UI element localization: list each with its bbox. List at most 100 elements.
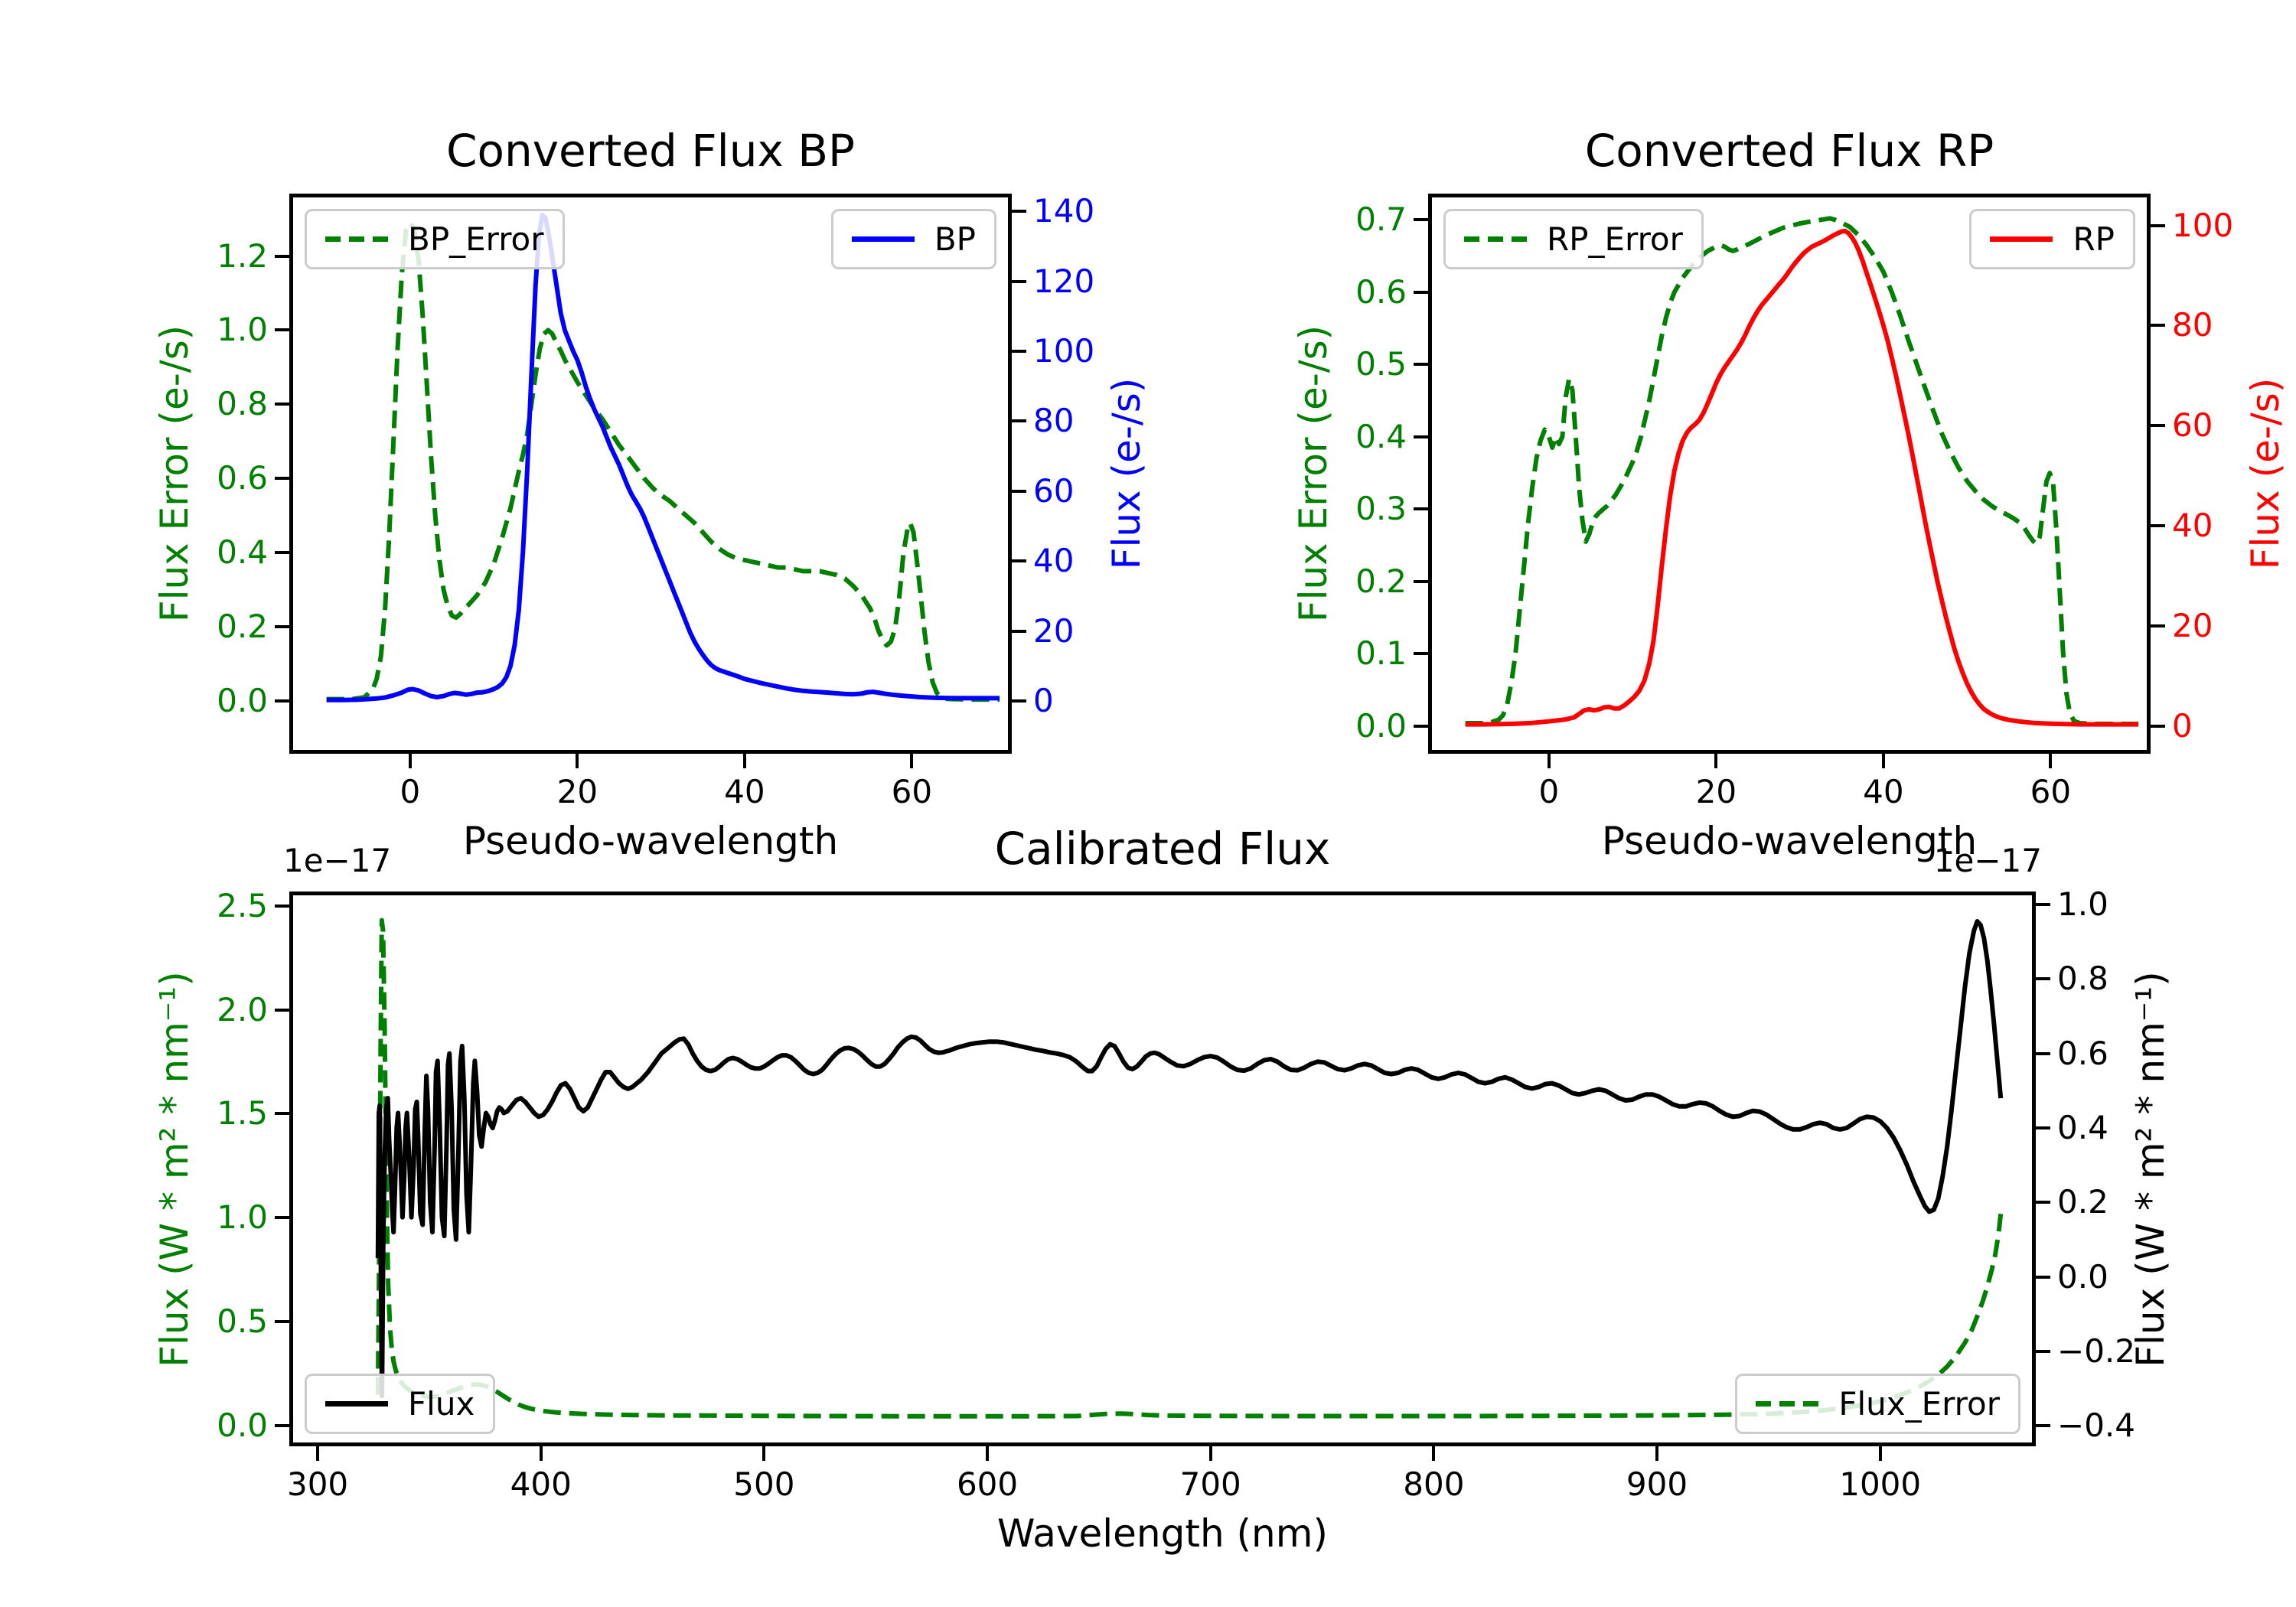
bp-y-tick-label-left: 1.2 <box>217 236 268 275</box>
cal-y-tick-mark-left <box>275 904 289 908</box>
series-line-RP_Error <box>1465 216 2139 726</box>
legend-flux-error-label: Flux_Error <box>1838 1385 2000 1423</box>
cal-x-tick-mark <box>1432 1446 1436 1461</box>
cal-chart-svg <box>375 918 2004 1419</box>
cal-y-tick-mark-left <box>275 1008 289 1012</box>
subplot-bp-ylabel-left: Flux Error (e-/s) <box>152 324 197 623</box>
rp-y-tick-mark-left <box>1414 507 1428 511</box>
bp-x-tick-label: 0 <box>400 773 421 810</box>
cal-x-tick-mark <box>986 1446 990 1461</box>
cal-x-tick-label: 600 <box>956 1465 1019 1503</box>
cal-x-tick-label: 1000 <box>1839 1465 1922 1503</box>
rp-y-tick-label-left: 0.0 <box>1355 706 1407 745</box>
legend-flux: Flux <box>305 1374 496 1434</box>
rp-x-tick-label: 20 <box>1695 773 1737 810</box>
cal-x-tick-mark <box>316 1446 320 1461</box>
rp-y-tick-mark-right <box>2151 624 2165 627</box>
bp-y-tick-mark-left <box>275 328 289 332</box>
rp-y-tick-label-right: 20 <box>2172 606 2213 644</box>
series-line-BP <box>326 212 1000 702</box>
rp-y-tick-label-left: 0.4 <box>1355 417 1407 455</box>
bp-y-tick-mark-right <box>1012 350 1026 354</box>
cal-y-tick-mark-right <box>2036 1349 2050 1353</box>
cal-y-tick-mark-right <box>2036 1275 2050 1279</box>
rp-y-tick-label-left: 0.5 <box>1355 345 1407 383</box>
bp-y-tick-label-right: 120 <box>1033 262 1095 300</box>
cal-x-tick-mark <box>1655 1446 1659 1461</box>
cal-y-tick-mark-right <box>2036 903 2050 907</box>
bp-y-tick-mark-left <box>275 477 289 481</box>
legend-bp-error: BP_Error <box>305 209 565 269</box>
rp-y-tick-mark-right <box>2151 724 2165 728</box>
subplot-calibrated-flux: Calibrated Flux 1e−17 1e−17 Flux (W * m²… <box>152 823 2173 1556</box>
cal-y-tick-mark-left <box>275 1112 289 1116</box>
bp-x-tick-mark <box>742 754 746 768</box>
bp-x-tick-mark <box>910 754 914 768</box>
subplot-cal-ylabel-right: Flux (W * m² * nm⁻¹) <box>2128 970 2173 1367</box>
cal-y-tick-label-right: 0.8 <box>2057 960 2108 998</box>
subplot-bp-title: Converted Flux BP <box>445 125 856 177</box>
subplot-cal-xlabel: Wavelength (nm) <box>997 1511 1328 1556</box>
bp-y-tick-mark-right <box>1012 559 1026 563</box>
cal-y-tick-label-left: 2.5 <box>217 886 268 924</box>
cal-y-tick-label-right: 0.4 <box>2057 1108 2108 1146</box>
rp-chart-svg <box>1465 216 2139 727</box>
bp-y-tick-label-right: 40 <box>1033 542 1075 580</box>
bp-x-tick-label: 40 <box>724 773 765 810</box>
rp-y-tick-mark-left <box>1414 435 1428 438</box>
cal-y-tick-label-right: 1.0 <box>2057 885 2108 924</box>
series-line-Flux <box>375 919 2004 1399</box>
rp-y-tick-label-left: 0.1 <box>1355 634 1407 673</box>
legend-rp-label: RP <box>2073 220 2115 258</box>
rp-solid-line-sample <box>1990 236 2053 242</box>
bp-y-tick-mark-left <box>275 254 289 258</box>
bp-y-tick-mark-left <box>275 551 289 555</box>
cal-x-tick-label: 500 <box>733 1465 795 1503</box>
cal-x-tick-label: 800 <box>1403 1465 1465 1503</box>
subplot-bp-xlabel: Pseudo-wavelength <box>462 819 839 863</box>
cal-x-tick-label: 400 <box>510 1465 572 1503</box>
cal-y-tick-label-right: 0.0 <box>2057 1257 2108 1296</box>
series-line-BP_Error <box>326 220 1000 702</box>
subplot-rp-title: Converted Flux RP <box>1584 125 1994 177</box>
cal-y-tick-mark-left <box>275 1320 289 1324</box>
cal-y-tick-label-left: 0.0 <box>217 1407 268 1445</box>
bp-y-tick-label-left: 0.8 <box>217 385 268 423</box>
cal-y-tick-label-left: 1.0 <box>217 1198 268 1237</box>
bp-y-tick-mark-left <box>275 625 289 629</box>
rp-x-tick-label: 60 <box>2030 773 2072 810</box>
subplot-rp-ylabel-right: Flux (e-/s) <box>2243 377 2288 570</box>
bp-error-dashed-line-sample <box>325 236 388 242</box>
series-line-Flux_Error <box>375 918 2004 1419</box>
bp-y-tick-label-left: 1.0 <box>217 311 268 349</box>
bp-y-tick-label-right: 20 <box>1033 611 1075 650</box>
rp-y-tick-label-right: 80 <box>2172 306 2213 344</box>
rp-y-tick-mark-left <box>1414 218 1428 222</box>
rp-y-tick-mark-right <box>2151 424 2165 428</box>
cal-left-axis-offset-text: 1e−17 <box>283 842 392 879</box>
bp-y-tick-mark-right <box>1012 210 1026 214</box>
bp-y-tick-label-right: 60 <box>1033 471 1075 510</box>
cal-y-tick-label-right: −0.2 <box>2057 1332 2135 1370</box>
bp-y-tick-label-left: 0.4 <box>217 533 268 572</box>
rp-y-tick-label-right: 40 <box>2172 506 2213 544</box>
legend-rp: RP <box>1969 209 2135 269</box>
rp-y-tick-mark-left <box>1414 290 1428 294</box>
rp-y-tick-label-right: 60 <box>2172 406 2213 445</box>
legend-flux-label: Flux <box>408 1385 475 1423</box>
bp-y-tick-label-left: 0.6 <box>217 459 268 497</box>
rp-y-tick-label-left: 0.3 <box>1355 490 1407 528</box>
cal-x-tick-label: 900 <box>1626 1465 1688 1503</box>
plot-area-rp: 0 20 40 60 0.0 0.1 0.2 0.3 0.4 0.5 0.6 0.7 0 20 40 60 80… <box>1355 194 2233 809</box>
bp-x-tick-label: 20 <box>556 773 598 810</box>
bp-solid-line-sample <box>851 236 915 242</box>
cal-x-tick-mark <box>1878 1446 1882 1461</box>
cal-y-tick-label-left: 2.0 <box>217 990 268 1028</box>
rp-x-tick-mark <box>2049 754 2053 768</box>
cal-x-tick-mark <box>1208 1446 1212 1461</box>
bp-chart-svg <box>326 212 1000 702</box>
cal-y-tick-label-left: 1.5 <box>217 1094 268 1133</box>
subplot-rp-xlabel: Pseudo-wavelength <box>1601 819 1978 863</box>
flux-solid-line-sample <box>325 1401 388 1407</box>
rp-y-tick-label-left: 0.7 <box>1355 200 1407 239</box>
